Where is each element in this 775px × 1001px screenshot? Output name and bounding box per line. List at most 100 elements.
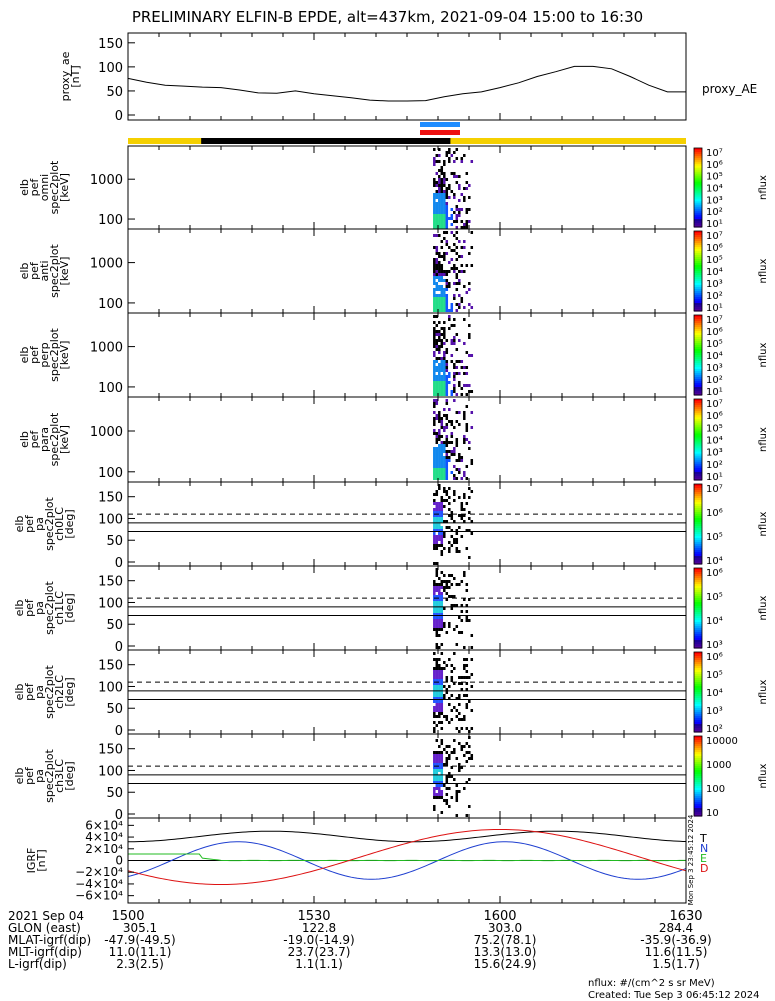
panel-8-cell bbox=[440, 757, 444, 760]
panel-1-cell bbox=[433, 211, 436, 214]
panel-1-cbar-cell bbox=[694, 199, 702, 202]
panel-1-cbar-cell bbox=[694, 171, 702, 175]
panel-6-cbar-cell bbox=[694, 620, 702, 623]
panel-1-cell bbox=[465, 211, 469, 214]
panel-7-cell bbox=[435, 673, 439, 676]
panel-3-cbar-cell bbox=[694, 387, 702, 390]
panel-7-cell bbox=[463, 664, 466, 667]
panel-6-cell bbox=[470, 634, 474, 637]
panel-3-cbar-cell bbox=[694, 367, 702, 370]
panel-6-cell bbox=[458, 616, 461, 619]
panel-4-cell bbox=[445, 453, 449, 456]
panel-6-cbar-cell bbox=[694, 642, 702, 645]
panel-4-cell bbox=[433, 459, 436, 462]
status-bar-dark-segment bbox=[201, 138, 451, 144]
panel-8-cell bbox=[433, 793, 436, 796]
panel-4-cell bbox=[438, 429, 441, 432]
panel-2-cell bbox=[443, 237, 446, 240]
panel-8-ytick-label: 50 bbox=[106, 786, 123, 801]
panel-8-cell bbox=[440, 739, 444, 742]
panel-8-cbar-cell bbox=[694, 762, 702, 765]
panel-4-cell bbox=[433, 474, 436, 477]
panel-4-cell bbox=[460, 477, 464, 480]
panel-3-cell bbox=[443, 351, 446, 354]
panel-3-cell bbox=[440, 384, 444, 387]
panel-7-cbar-cell bbox=[694, 662, 702, 665]
panel-5-cell bbox=[463, 520, 466, 523]
panel-4-cell bbox=[438, 459, 441, 462]
panel-3-cell bbox=[453, 378, 456, 381]
panel-4-cell bbox=[433, 447, 436, 450]
panel-8-cell bbox=[448, 805, 451, 808]
panel-2-cell bbox=[445, 297, 449, 300]
panel-4-cell bbox=[445, 414, 449, 417]
panel-7-cell bbox=[440, 727, 444, 730]
panel-2-cbar-tick: 10⁴ bbox=[706, 267, 723, 278]
panel-7-cell bbox=[450, 670, 454, 673]
panel-3-cell bbox=[438, 348, 441, 351]
panel-7-cell bbox=[433, 676, 436, 679]
panel-4-cell bbox=[445, 399, 449, 402]
panel-4-cell bbox=[445, 450, 449, 453]
panel-4-cell bbox=[435, 474, 439, 477]
panel-2-cbar-cell bbox=[694, 231, 702, 234]
panel-1-cell bbox=[435, 181, 439, 184]
panel-8-cell bbox=[443, 748, 446, 751]
ephemeris-label: MLAT-igrf(dip) bbox=[8, 933, 91, 947]
panel-2-cell bbox=[433, 234, 436, 237]
panel-1-cell bbox=[448, 184, 451, 187]
panel-4-cell bbox=[463, 411, 466, 414]
panel-6-cell bbox=[435, 616, 439, 619]
panel-4-cell bbox=[440, 420, 444, 423]
panel-3-cell bbox=[433, 378, 436, 381]
panel-7-cell bbox=[458, 718, 461, 721]
panel-1-cbar-cell bbox=[694, 189, 702, 193]
panel-2-cell bbox=[470, 246, 474, 249]
panel-5-cbar-cell bbox=[694, 536, 702, 539]
panel-3-cell bbox=[460, 366, 464, 369]
panel-6-cell bbox=[438, 601, 441, 604]
panel-6-cell bbox=[440, 628, 444, 631]
panel-3-cell bbox=[438, 330, 441, 333]
panel-6-cell bbox=[465, 583, 469, 586]
panel-7-cell bbox=[440, 709, 444, 712]
panel-8-cbar-frame bbox=[693, 735, 703, 817]
panel-6-cbar-cell bbox=[694, 626, 702, 629]
panel-5-cell bbox=[470, 532, 474, 535]
panel-1-cell bbox=[463, 187, 466, 190]
panel-1-cell bbox=[438, 205, 441, 208]
panel-1-cell bbox=[443, 181, 446, 184]
panel-7-cbar-frame bbox=[693, 651, 703, 733]
panel-1-cell bbox=[450, 223, 454, 226]
panel-5-cell bbox=[435, 514, 439, 517]
panel-1-cell bbox=[445, 196, 449, 199]
panel-6-cell bbox=[433, 586, 436, 589]
panel-5-cbar-cell bbox=[694, 522, 702, 525]
panel-3-cell bbox=[463, 372, 466, 375]
panel-8-cell bbox=[458, 742, 461, 745]
panel-5-cell bbox=[443, 487, 446, 490]
panel-7-cell bbox=[460, 676, 464, 679]
panel-7-cell bbox=[440, 667, 444, 670]
panel-4-cell bbox=[443, 408, 446, 411]
panel-1-cell bbox=[453, 151, 456, 154]
panel-8-cell bbox=[443, 763, 446, 766]
panel-2-cell bbox=[455, 276, 459, 279]
panel-7-cell bbox=[463, 694, 466, 697]
panel-5-cbar-tick: 10⁶ bbox=[706, 508, 723, 519]
panel-2-cell bbox=[440, 294, 444, 297]
panel-5-cbar-cell bbox=[694, 492, 702, 495]
panel-6-cell bbox=[435, 568, 439, 571]
panel-2-cbar-tick: 10³ bbox=[706, 279, 723, 290]
panel-5-cbar-cell bbox=[694, 546, 702, 549]
panel-8-cell bbox=[433, 769, 436, 772]
panel-5-cbar-cell bbox=[694, 550, 702, 553]
panel-5-cell bbox=[438, 508, 441, 511]
panel-7-cell bbox=[433, 706, 436, 709]
panel-1-cell bbox=[445, 208, 449, 211]
panel-5-cell bbox=[433, 520, 436, 523]
panel-8-cell bbox=[435, 796, 439, 799]
panel-3-cell bbox=[450, 342, 454, 345]
panel-2-cell bbox=[458, 279, 461, 282]
panel-8-cbar-cell bbox=[694, 768, 702, 771]
